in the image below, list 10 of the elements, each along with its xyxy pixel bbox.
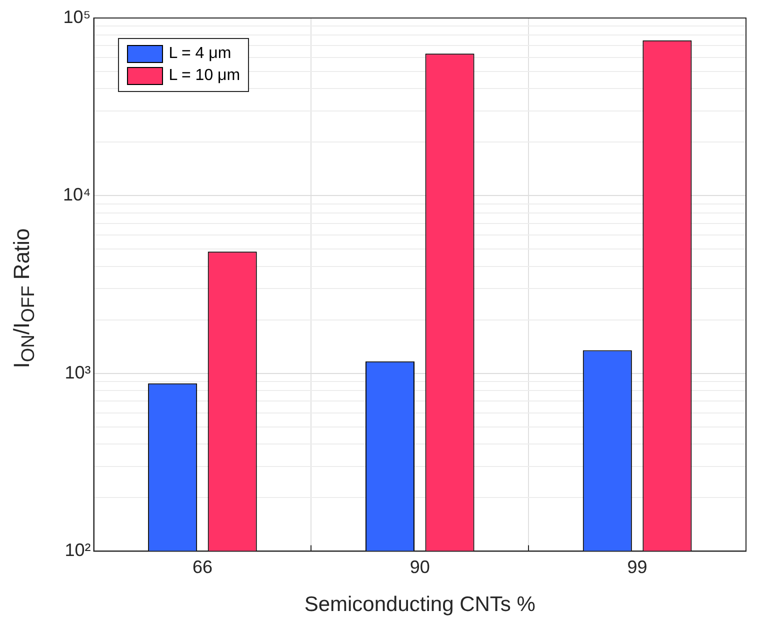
y-tick-label: 10³ xyxy=(64,362,91,382)
legend-label: L = 10 μm xyxy=(168,67,240,85)
legend-label: L = 4 μm xyxy=(168,45,232,63)
y-tick-label: 10² xyxy=(64,540,91,560)
x-tick-label: 90 xyxy=(410,556,430,577)
x-axis-title: Semiconducting CNTs % xyxy=(304,593,536,616)
y-tick-label: 10⁵ xyxy=(63,6,91,27)
x-tick-label: 66 xyxy=(192,556,212,577)
x-tick-label: 99 xyxy=(627,556,648,577)
y-tick-label: 10⁴ xyxy=(62,184,91,205)
